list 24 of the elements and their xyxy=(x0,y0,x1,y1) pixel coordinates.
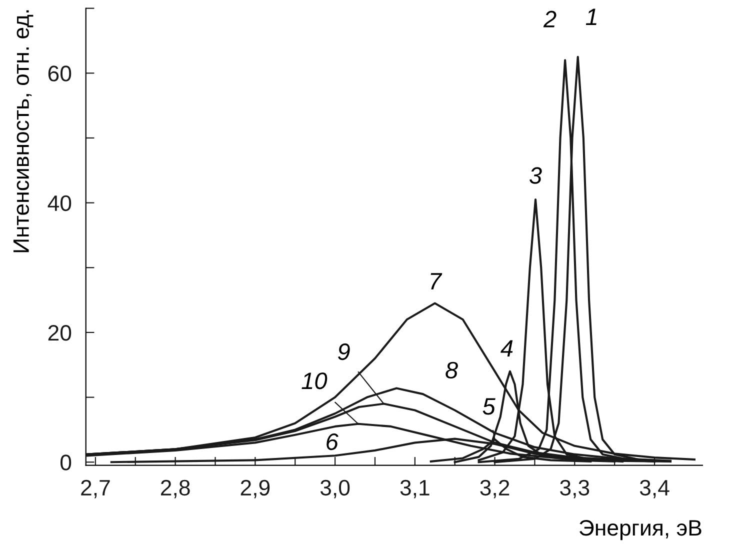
y-tick-label: 60 xyxy=(48,66,72,82)
x-tick-label: 3,3 xyxy=(560,480,590,498)
x-axis-title: Энергия, эВ xyxy=(580,520,702,540)
x-tick-label: 3,1 xyxy=(400,480,430,498)
series-label: 2 xyxy=(543,10,556,28)
x-tick-label: 3,4 xyxy=(640,480,670,498)
x-tick-label: 3,0 xyxy=(320,480,350,498)
y-tick-label: 40 xyxy=(48,195,72,212)
series-label: 3 xyxy=(530,167,542,184)
series-label: 5 xyxy=(482,398,496,415)
text: 9 xyxy=(338,343,350,360)
series-label: 10 xyxy=(302,372,328,390)
series-label: 7 xyxy=(430,273,442,290)
x-tick-label: 3,2 xyxy=(480,480,510,498)
x-tick-label: 2,8 xyxy=(161,480,190,498)
series-label: 6 xyxy=(326,433,338,450)
x-tick-label: 2,9 xyxy=(240,480,270,498)
series-label: 1 xyxy=(586,8,596,26)
series-label: 4 xyxy=(500,340,513,356)
y-axis-title: Интенсивность, отн. ед. xyxy=(13,10,34,252)
series-label: 8 xyxy=(446,362,458,379)
x-tick-label: 2,7 xyxy=(81,480,110,498)
y-tick-label: 20 xyxy=(48,324,72,341)
y-tick-label: 0 xyxy=(60,454,72,470)
